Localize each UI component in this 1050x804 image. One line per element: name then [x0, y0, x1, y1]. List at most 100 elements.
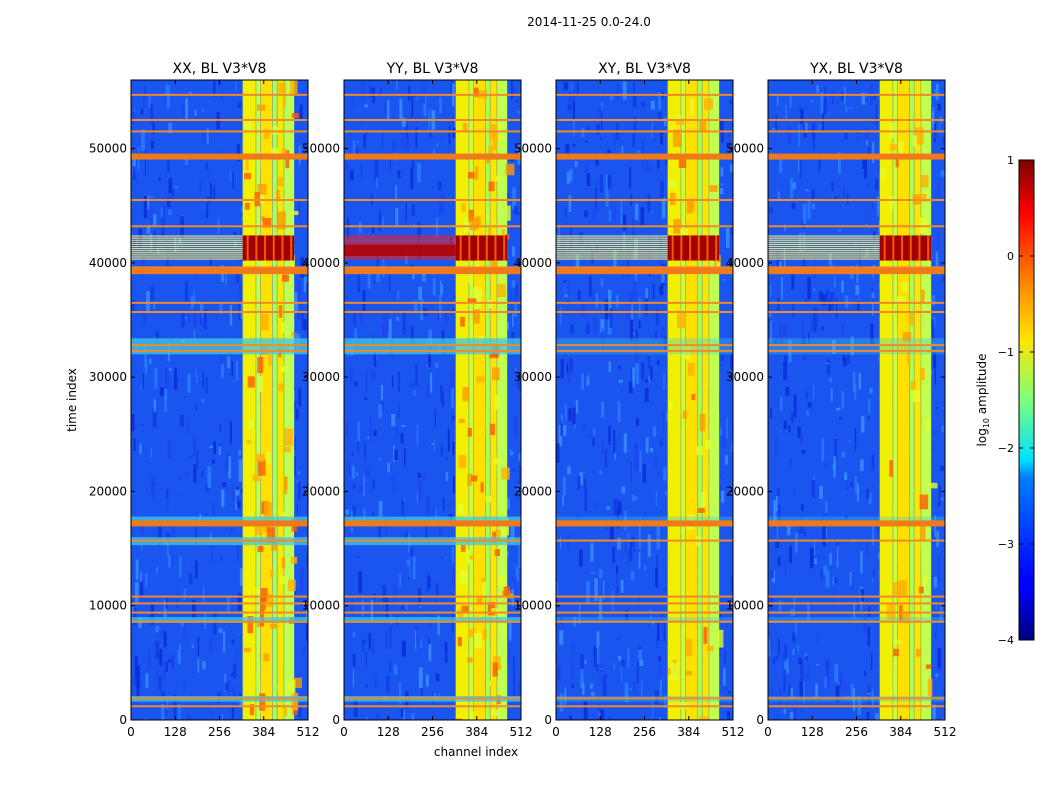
noise-band — [556, 516, 733, 523]
x-tick-label: 512 — [934, 725, 957, 739]
y-tick-label: 10000 — [89, 599, 127, 613]
heatmap-image — [556, 80, 733, 720]
colorbar: 1 0 −1 −2 −3 −4 log10 amplitude — [975, 154, 1035, 647]
flagged-row-wide — [768, 520, 945, 527]
panel-yx: YX, BL V3*V8 0 128 256 384 512 0 10000 20000 3000… — [726, 61, 957, 739]
flagged-row-wide — [131, 520, 308, 527]
flagged-row-wide — [768, 153, 945, 160]
flagged-row — [131, 93, 308, 96]
flagged-row-wide — [344, 153, 521, 160]
noise-band — [768, 338, 945, 355]
rfi-band — [469, 80, 474, 720]
flagged-row — [768, 705, 945, 708]
flagged-row — [344, 602, 521, 605]
rfi-burst — [667, 235, 720, 261]
x-tick-label: 128 — [589, 725, 612, 739]
rfi-band — [709, 80, 720, 720]
colorbar-gradient — [1018, 159, 1035, 641]
rfi-band — [277, 80, 284, 720]
rfi-burst — [455, 235, 508, 261]
flagged-row — [344, 705, 521, 708]
y-tick-label: 30000 — [514, 370, 552, 384]
colorbar-label: log10 amplitude — [975, 354, 991, 447]
noise-band — [131, 338, 308, 355]
flagged-row — [556, 301, 733, 304]
y-tick-label: 30000 — [89, 370, 127, 384]
panel-xx: XX, BL V3*V8 0 128 256 384 512 0 10000 20000 3000… — [89, 61, 320, 739]
y-tick-label: 20000 — [302, 484, 340, 498]
flagged-row — [768, 301, 945, 304]
y-tick-label: 50000 — [514, 142, 552, 156]
heatmap-image — [131, 80, 308, 720]
y-tick-label: 20000 — [89, 484, 127, 498]
flagged-row — [768, 225, 945, 228]
flagged-row — [556, 602, 733, 605]
flagged-row — [768, 119, 945, 121]
y-tick-label: 20000 — [514, 484, 552, 498]
y-tick-label: 0 — [544, 713, 552, 727]
noise-band — [131, 516, 308, 523]
panel-yy: YY, BL V3*V8 0 128 256 384 512 0 10000 20000 3000… — [302, 61, 533, 739]
rfi-band — [256, 80, 261, 720]
flagged-row — [131, 697, 308, 700]
colorbar-tick-label: 1 — [1007, 154, 1014, 167]
colorbar-ticks: 1 0 −1 −2 −3 −4 — [998, 154, 1034, 647]
flagged-row-wide — [344, 267, 521, 274]
flagged-row — [344, 93, 521, 96]
rfi-band — [667, 80, 681, 720]
flagged-row — [131, 301, 308, 304]
flagged-row — [344, 199, 521, 201]
flagged-row — [556, 705, 733, 708]
y-tick-label: 0 — [756, 713, 764, 727]
flagged-row — [131, 620, 308, 623]
heatmap-image — [344, 80, 521, 720]
flagged-row — [131, 611, 308, 614]
x-tick-label: 256 — [208, 725, 231, 739]
flagged-row — [131, 266, 308, 269]
flagged-row — [556, 225, 733, 228]
flagged-row — [768, 539, 945, 542]
x-tick-label: 384 — [677, 725, 700, 739]
flagged-row — [344, 311, 521, 313]
flagged-row — [768, 199, 945, 201]
panel-title: YY, BL V3*V8 — [386, 61, 479, 77]
flagged-row — [344, 349, 521, 352]
y-tick-label: 30000 — [726, 370, 764, 384]
flagged-row — [556, 266, 733, 269]
y-tick-label: 40000 — [89, 256, 127, 270]
flagged-row — [131, 199, 308, 201]
x-tick-label: 256 — [845, 725, 868, 739]
rfi-band — [702, 80, 709, 720]
rfi-band — [485, 80, 490, 720]
x-tick-label: 512 — [722, 725, 745, 739]
rfi-burst — [242, 235, 295, 261]
flagged-row — [556, 119, 733, 121]
rfi-band — [473, 80, 486, 720]
flagged-row — [344, 620, 521, 623]
x-tick-label: 512 — [510, 725, 533, 739]
flagged-row — [556, 349, 733, 352]
x-tick-label: 384 — [889, 725, 912, 739]
panel-title: YX, BL V3*V8 — [809, 61, 903, 77]
flagged-row-wide — [768, 267, 945, 274]
x-tick-label: 0 — [552, 725, 560, 739]
flagged-row — [556, 595, 733, 598]
panels-layer: XX, BL V3*V8 0 128 256 384 512 0 10000 20000 3000… — [89, 61, 957, 739]
noise-band — [768, 617, 945, 623]
rfi-band — [681, 80, 686, 720]
noise-band — [131, 617, 308, 623]
figure-title: 2014-11-25 0.0-24.0 — [527, 15, 651, 29]
heatmap-image — [768, 80, 945, 720]
flagged-row — [556, 697, 733, 700]
flagged-row — [344, 539, 521, 542]
flagged-row — [131, 119, 308, 121]
rfi-band — [921, 80, 932, 720]
flagged-row-wide — [344, 520, 521, 527]
x-tick-label: 0 — [764, 725, 772, 739]
noise-band — [556, 338, 733, 355]
flagged-row — [768, 620, 945, 623]
flagged-row — [768, 595, 945, 598]
flagged-row — [556, 93, 733, 96]
flagged-row — [344, 611, 521, 614]
y-tick-label: 0 — [119, 713, 127, 727]
